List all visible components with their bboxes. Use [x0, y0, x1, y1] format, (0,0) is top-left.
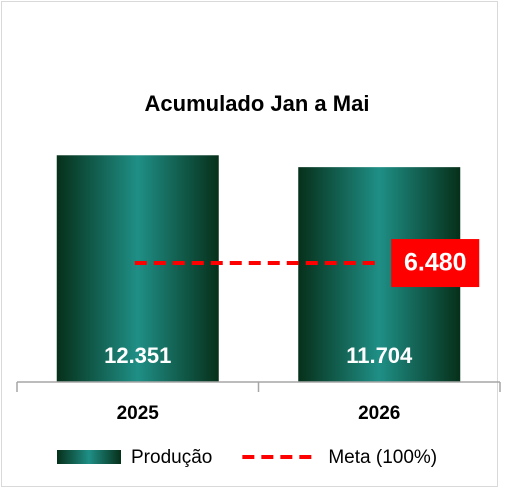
legend-swatch	[57, 450, 121, 464]
data-label: 6.480	[404, 249, 467, 277]
x-tick-label: 2025	[117, 403, 160, 424]
legend-label: Produção	[131, 447, 212, 468]
data-label: 12.351	[104, 343, 171, 368]
data-label-box	[391, 239, 480, 288]
data-label: 11.704	[346, 343, 413, 368]
bar	[56, 155, 219, 382]
x-tick-label: 2026	[358, 403, 400, 424]
legend-label: Meta (100%)	[328, 447, 437, 468]
chart-title: Acumulado Jan a Mai	[145, 91, 370, 116]
